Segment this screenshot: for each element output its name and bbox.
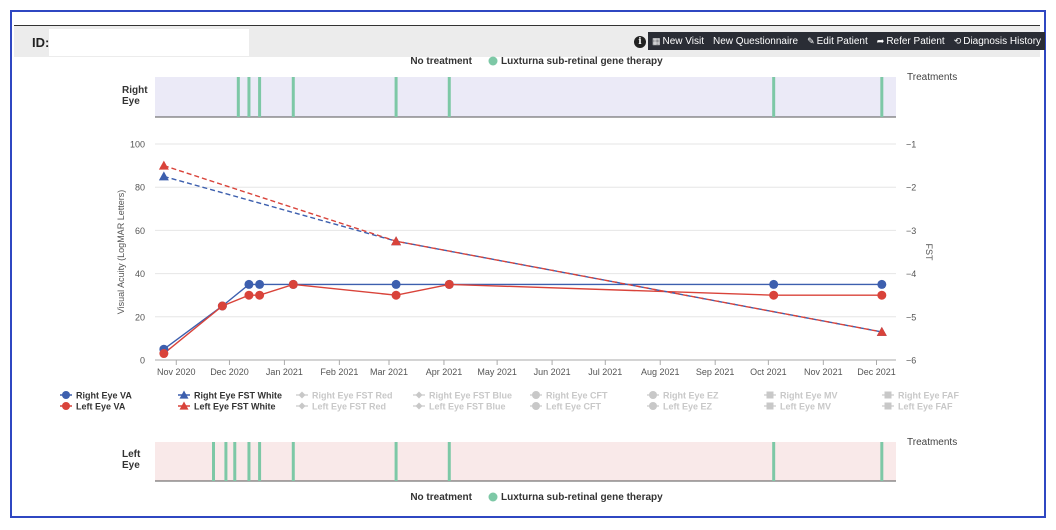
patient-header-bar: ID: i ▦ New Visit New Questionnaire ✎ Edit… <box>14 25 1046 57</box>
info-icon[interactable]: i <box>634 36 646 48</box>
edit-patient-label: Edit Patient <box>816 35 868 47</box>
diagnosis-history-button[interactable]: ⟲ Diagnosis History <box>954 36 1041 47</box>
window-frame <box>10 10 1046 518</box>
refer-patient-button[interactable]: ➦ Refer Patient <box>877 36 945 47</box>
patient-id-label: ID: <box>32 35 50 50</box>
pencil-icon: ✎ <box>807 35 815 46</box>
action-toolbar: ▦ New Visit New Questionnaire ✎ Edit Patie… <box>648 32 1046 50</box>
new-visit-button[interactable]: ▦ New Visit <box>652 36 704 47</box>
patient-id-field[interactable] <box>49 29 249 56</box>
share-icon: ➦ <box>876 35 885 46</box>
diagnosis-history-label: Diagnosis History <box>963 35 1042 47</box>
history-icon: ⟲ <box>953 35 962 46</box>
calendar-icon: ▦ <box>652 35 661 46</box>
new-visit-label: New Visit <box>662 35 705 47</box>
new-questionnaire-button[interactable]: New Questionnaire <box>713 36 798 47</box>
edit-patient-button[interactable]: ✎ Edit Patient <box>807 36 868 47</box>
new-questionnaire-label: New Questionnaire <box>713 35 799 47</box>
refer-patient-label: Refer Patient <box>886 35 945 47</box>
